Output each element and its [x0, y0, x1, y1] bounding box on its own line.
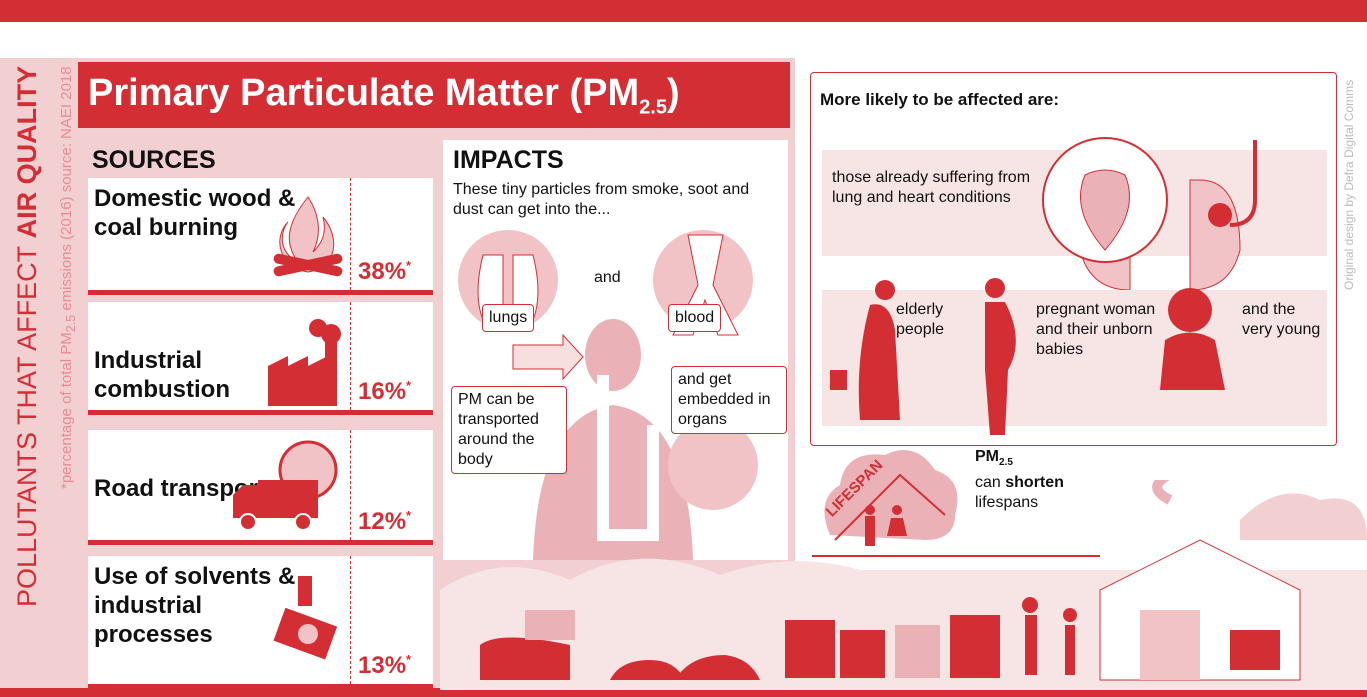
source-name: Use of solvents & industrial processes: [94, 563, 296, 648]
can-text: can: [975, 474, 1006, 492]
source-name: Domestic wood & coal burning: [94, 185, 296, 241]
people-illustration: [830, 278, 1225, 435]
conditions-text: those already suffering from lung and he…: [832, 169, 1031, 206]
source-percent: 16%*: [358, 378, 411, 406]
source-card: Road transport 12%*: [88, 430, 433, 545]
source-card: Domestic wood & coal burning 38%*: [88, 178, 433, 295]
side-title: POLLUTANTS THAT AFFECT AIR QUALITY: [12, 66, 43, 686]
affected-heading: More likely to be affected are:: [820, 90, 1060, 109]
sources-heading: SOURCES: [92, 146, 216, 174]
source-percent: 38%*: [358, 258, 411, 286]
lifespan-text: PM2.5 can shorten lifespans: [975, 447, 1095, 513]
pm-text: PM: [975, 448, 999, 465]
group-text: and the very young: [1242, 301, 1321, 338]
side-note-sub: 2.5: [64, 314, 78, 332]
lifespans-text: lifespans: [975, 494, 1039, 512]
side-title-main: POLLUTANTS THAT AFFECT: [12, 246, 42, 608]
title-end: ): [667, 72, 680, 114]
top-bar: [0, 0, 1367, 22]
title-main: Primary Particulate Matter (PM: [88, 72, 640, 114]
footnote-mark: *: [406, 508, 412, 523]
impacts-heading: IMPACTS: [453, 146, 564, 174]
process-icon: [273, 576, 338, 660]
organs-label: and get embedded in organs: [671, 366, 787, 434]
divider: [350, 556, 351, 684]
truck-icon: [233, 440, 338, 531]
percent-value: 13%: [358, 652, 407, 679]
title: Primary Particulate Matter (PM2.5): [78, 62, 790, 128]
footnote-mark: *: [406, 652, 412, 667]
factory-icon: [268, 319, 341, 406]
source-card: Use of solvents & industrial processes 1…: [88, 556, 433, 689]
percent-value: 16%: [358, 378, 407, 405]
lifespan-cloud: [824, 450, 958, 546]
source-name: Industrial combustion: [94, 347, 230, 403]
impacts-intro: These tiny particles from smoke, soot an…: [453, 181, 750, 218]
blood-label: blood: [668, 304, 722, 332]
divider: [350, 430, 351, 540]
divider: [350, 178, 351, 290]
side-note-end: emissions (2016) source: NAEI 2018: [58, 66, 75, 315]
percent-value: 12%: [358, 508, 407, 535]
side-note: *percentage of total PM2.5 emissions (20…: [58, 66, 78, 686]
bottom-bar: [0, 688, 1367, 697]
group-text: elderly people: [896, 301, 945, 338]
source-percent: 12%*: [358, 508, 411, 536]
source-card: Industrial combustion 16%*: [88, 302, 433, 415]
source-percent: 13%*: [358, 652, 411, 680]
fire-icon: [273, 196, 343, 277]
footnote-mark: *: [406, 378, 412, 393]
lungs-label: lungs: [482, 304, 535, 332]
and-label: and: [594, 269, 621, 286]
shorten-text: shorten: [1005, 474, 1064, 492]
divider: [350, 302, 351, 410]
heart-lungs-illustration: [1042, 137, 1257, 291]
landscape-illustration: [440, 480, 1367, 690]
transport-label: PM can be transported around the body: [451, 386, 567, 474]
title-sub: 2.5: [639, 96, 667, 119]
side-title-bold: AIR QUALITY: [12, 66, 42, 239]
footnote-mark: *: [406, 258, 412, 273]
percent-value: 38%: [358, 258, 407, 285]
groups-band: [822, 290, 1327, 426]
pm-sub: 2.5: [999, 457, 1013, 469]
credit: Original design by Defra Digital Comms: [1342, 80, 1356, 291]
group-text: pregnant woman and their unborn babies: [1036, 301, 1156, 358]
side-note-start: *percentage of total PM: [58, 331, 75, 489]
